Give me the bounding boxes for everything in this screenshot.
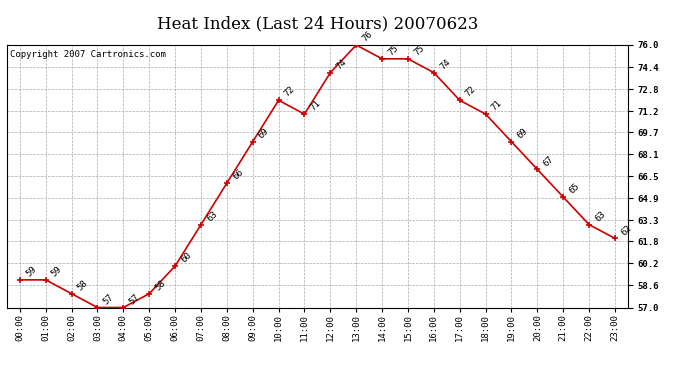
Text: 57: 57	[101, 292, 116, 306]
Text: 63: 63	[593, 209, 607, 223]
Text: 71: 71	[490, 99, 504, 113]
Text: 69: 69	[257, 126, 271, 140]
Text: 66: 66	[231, 168, 245, 182]
Text: 75: 75	[386, 44, 400, 57]
Text: 58: 58	[153, 278, 168, 292]
Text: 59: 59	[24, 264, 38, 279]
Text: 76: 76	[360, 30, 375, 44]
Text: 63: 63	[205, 209, 219, 223]
Text: 72: 72	[283, 85, 297, 99]
Text: Heat Index (Last 24 Hours) 20070623: Heat Index (Last 24 Hours) 20070623	[157, 15, 478, 32]
Text: 72: 72	[464, 85, 478, 99]
Text: 58: 58	[76, 278, 90, 292]
Text: 74: 74	[438, 57, 452, 71]
Text: 57: 57	[128, 292, 141, 306]
Text: 71: 71	[308, 99, 323, 113]
Text: 65: 65	[567, 182, 582, 196]
Text: 74: 74	[335, 57, 348, 71]
Text: 60: 60	[179, 251, 193, 265]
Text: 75: 75	[412, 44, 426, 57]
Text: Copyright 2007 Cartronics.com: Copyright 2007 Cartronics.com	[10, 50, 166, 59]
Text: 69: 69	[515, 126, 530, 140]
Text: 67: 67	[542, 154, 555, 168]
Text: 62: 62	[619, 223, 633, 237]
Text: 59: 59	[50, 264, 64, 279]
